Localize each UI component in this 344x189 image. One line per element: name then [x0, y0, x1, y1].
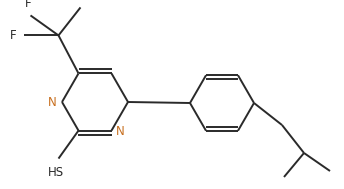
Text: N: N	[116, 125, 124, 138]
Text: HS: HS	[47, 166, 64, 179]
Text: F: F	[25, 0, 32, 10]
Text: F: F	[10, 29, 17, 42]
Text: N: N	[48, 95, 57, 108]
Text: F: F	[79, 0, 86, 2]
